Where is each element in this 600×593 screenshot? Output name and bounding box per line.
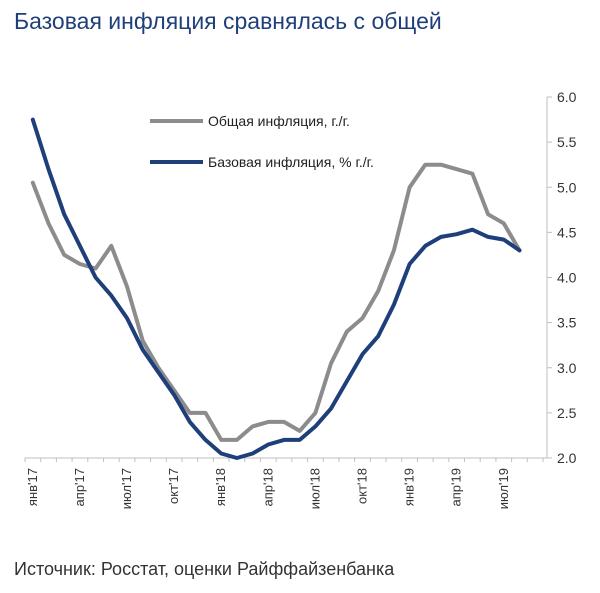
y-tick-label: 4.5 [557, 224, 577, 240]
x-tick-label: окт'18 [354, 468, 369, 504]
legend-label-1: Базовая инфляция, % г./г. [208, 154, 374, 170]
legend-label-0: Общая инфляция, г./г. [208, 113, 350, 129]
x-tick-label: июл'19 [496, 468, 511, 509]
x-tick-label: апр'19 [449, 468, 464, 506]
y-tick-label: 5.5 [557, 134, 577, 150]
y-tick-label: 3.0 [557, 360, 577, 376]
y-tick-label: 2.0 [557, 450, 577, 466]
x-tick-label: апр'17 [72, 468, 87, 506]
x-tick-label: июл'18 [307, 468, 322, 509]
y-tick-label: 5.0 [557, 179, 577, 195]
y-tick-label: 4.0 [557, 270, 577, 286]
chart-title: Базовая инфляция сравнялась с общей [14, 8, 442, 34]
x-tick-label: окт'17 [166, 468, 181, 504]
x-tick-label: июл'17 [119, 468, 134, 509]
x-tick-label: янв'17 [25, 468, 40, 506]
series-line-1 [30, 117, 522, 460]
source-note: Источник: Росстат, оценки Райффайзенбанк… [14, 559, 395, 579]
y-tick-label: 6.0 [557, 89, 577, 105]
x-tick-label: янв'18 [213, 468, 228, 506]
series-line-0 [30, 162, 522, 442]
x-tick-label: апр'18 [260, 468, 275, 506]
x-tick-label: янв'19 [402, 468, 417, 506]
y-tick-label: 2.5 [557, 405, 577, 421]
y-tick-label: 3.5 [557, 315, 577, 331]
